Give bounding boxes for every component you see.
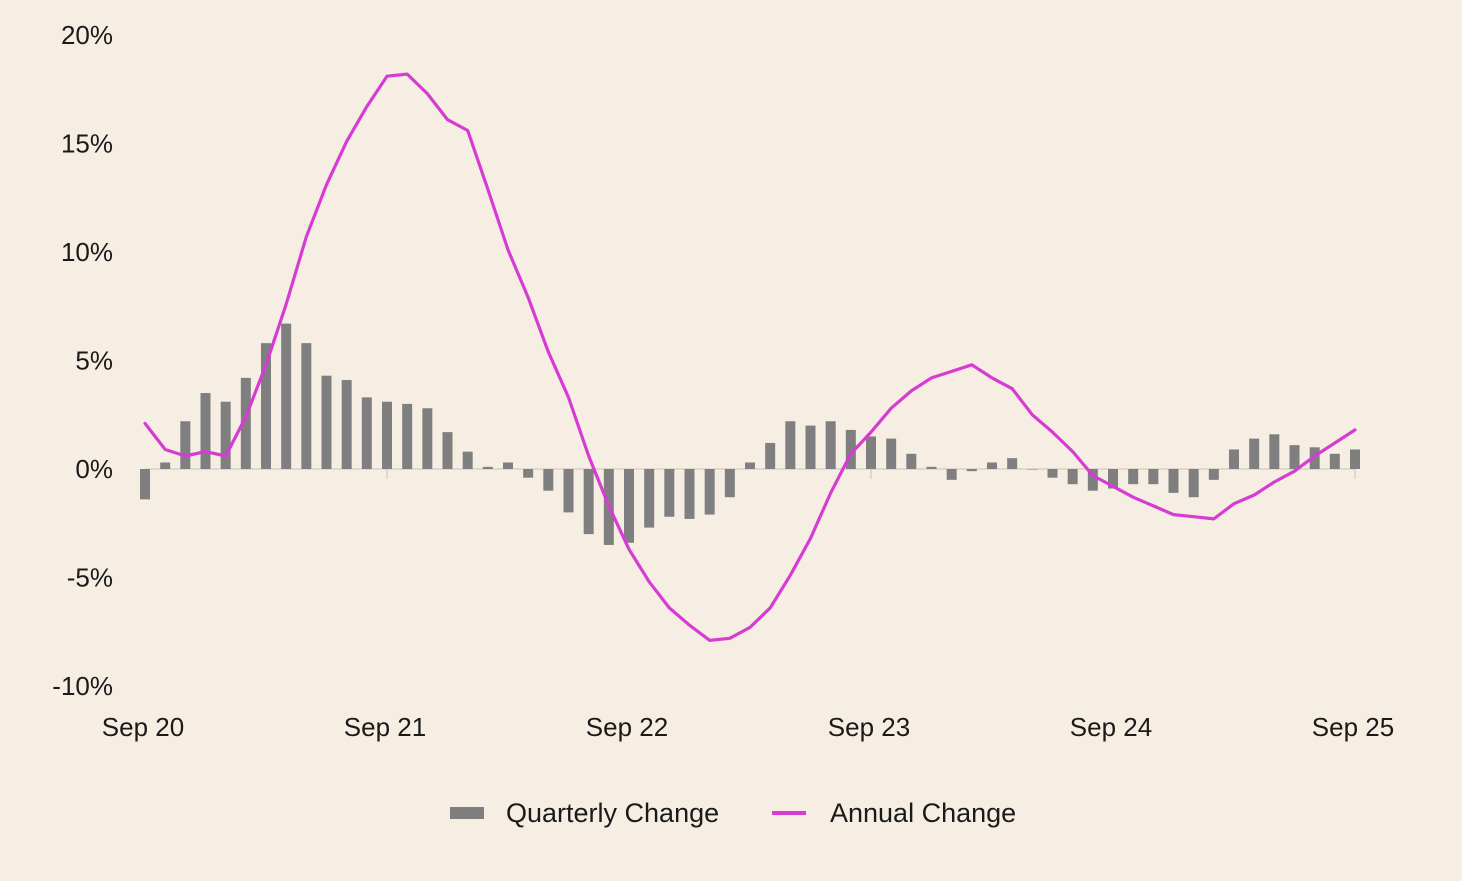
bar-quarterly-change bbox=[1087, 469, 1098, 491]
bar-quarterly-change bbox=[1269, 434, 1280, 469]
bar-quarterly-change bbox=[583, 469, 594, 535]
bar-quarterly-change bbox=[845, 429, 856, 469]
bar-quarterly-change bbox=[1188, 469, 1199, 498]
bar-quarterly-change bbox=[1208, 469, 1219, 480]
bar-quarterly-change bbox=[1350, 449, 1360, 469]
bar-quarterly-change bbox=[765, 442, 776, 469]
bar-quarterly-change bbox=[563, 469, 574, 513]
bar-quarterly-change bbox=[1128, 469, 1139, 485]
bar-quarterly-change bbox=[341, 380, 352, 469]
bar-quarterly-change bbox=[926, 466, 937, 469]
bar-quarterly-change bbox=[321, 375, 332, 469]
bar-quarterly-change bbox=[442, 432, 453, 469]
bar-quarterly-change bbox=[1229, 449, 1239, 469]
x-tick-label: Sep 21 bbox=[344, 712, 426, 742]
bar-quarterly-change bbox=[1309, 447, 1320, 469]
bar-quarterly-change bbox=[785, 421, 796, 469]
line-annual-change bbox=[143, 72, 1357, 643]
bar-quarterly-change bbox=[140, 469, 150, 500]
bar-quarterly-change bbox=[1168, 469, 1179, 493]
bar-quarterly-change bbox=[402, 403, 413, 469]
x-tick-label: Sep 22 bbox=[586, 712, 668, 742]
bar-quarterly-change bbox=[866, 436, 876, 469]
legend-swatch-annual bbox=[772, 811, 806, 815]
bar-quarterly-change bbox=[805, 425, 816, 469]
bar-quarterly-change bbox=[704, 469, 715, 515]
bar-quarterly-change bbox=[523, 469, 534, 478]
bar-quarterly-change bbox=[382, 401, 392, 469]
bar-quarterly-change bbox=[261, 343, 271, 469]
legend-item-quarterly: Quarterly Change bbox=[450, 788, 719, 838]
x-tick-label: Sep 20 bbox=[102, 712, 184, 742]
bar-quarterly-change bbox=[1027, 469, 1038, 470]
bar-quarterly-change bbox=[624, 469, 634, 543]
x-tick-label: Sep 23 bbox=[828, 712, 910, 742]
x-tick-label: Sep 24 bbox=[1070, 712, 1152, 742]
bar-quarterly-change bbox=[745, 462, 755, 469]
bar-quarterly-change bbox=[825, 421, 836, 469]
bar-quarterly-change bbox=[422, 408, 433, 469]
bar-quarterly-change bbox=[462, 451, 473, 469]
y-tick-label: 0% bbox=[75, 454, 113, 484]
bar-quarterly-change bbox=[200, 393, 211, 469]
bar-quarterly-change bbox=[1289, 445, 1300, 469]
bar-quarterly-change bbox=[987, 462, 997, 469]
y-tick-label: 15% bbox=[61, 129, 113, 159]
y-tick-label: -10% bbox=[52, 671, 113, 701]
legend-item-annual: Annual Change bbox=[772, 788, 1016, 838]
bar-quarterly-change bbox=[220, 401, 231, 469]
y-tick-label: 20% bbox=[61, 20, 113, 50]
bar-quarterly-change bbox=[361, 397, 372, 469]
bar-quarterly-change bbox=[1148, 469, 1159, 485]
bar-quarterly-change bbox=[1249, 438, 1260, 469]
bar-quarterly-change bbox=[1007, 458, 1018, 469]
bar-quarterly-change bbox=[301, 343, 312, 469]
y-tick-label: -5% bbox=[67, 563, 113, 593]
bar-quarterly-change bbox=[160, 462, 171, 469]
bar-quarterly-change bbox=[886, 438, 897, 469]
x-tick-label: Sep 25 bbox=[1312, 712, 1394, 742]
bar-quarterly-change bbox=[503, 462, 513, 469]
bar-quarterly-change bbox=[906, 453, 917, 469]
bar-quarterly-change bbox=[644, 469, 655, 528]
legend-label-quarterly: Quarterly Change bbox=[506, 797, 720, 828]
bar-quarterly-change bbox=[1329, 453, 1340, 469]
bar-quarterly-change bbox=[684, 469, 695, 519]
y-tick-label: 10% bbox=[61, 237, 113, 267]
bar-quarterly-change bbox=[1067, 469, 1078, 485]
bar-quarterly-change bbox=[543, 469, 554, 491]
bar-quarterly-change bbox=[966, 469, 977, 472]
legend-label-annual: Annual Change bbox=[830, 797, 1017, 828]
bar-quarterly-change bbox=[1047, 469, 1058, 478]
bar-quarterly-change bbox=[482, 466, 493, 469]
bar-quarterly-change bbox=[180, 421, 191, 469]
bar-quarterly-change bbox=[664, 469, 675, 517]
bar-quarterly-change bbox=[240, 377, 251, 469]
y-tick-label: 5% bbox=[75, 346, 113, 376]
bar-quarterly-change bbox=[946, 469, 957, 480]
bar-quarterly-change bbox=[724, 469, 735, 498]
bar-quarterly-change bbox=[1108, 469, 1118, 489]
bar-quarterly-change bbox=[281, 323, 292, 469]
legend: Quarterly Change Annual Change bbox=[0, 788, 1462, 838]
legend-swatch-quarterly bbox=[450, 807, 484, 819]
